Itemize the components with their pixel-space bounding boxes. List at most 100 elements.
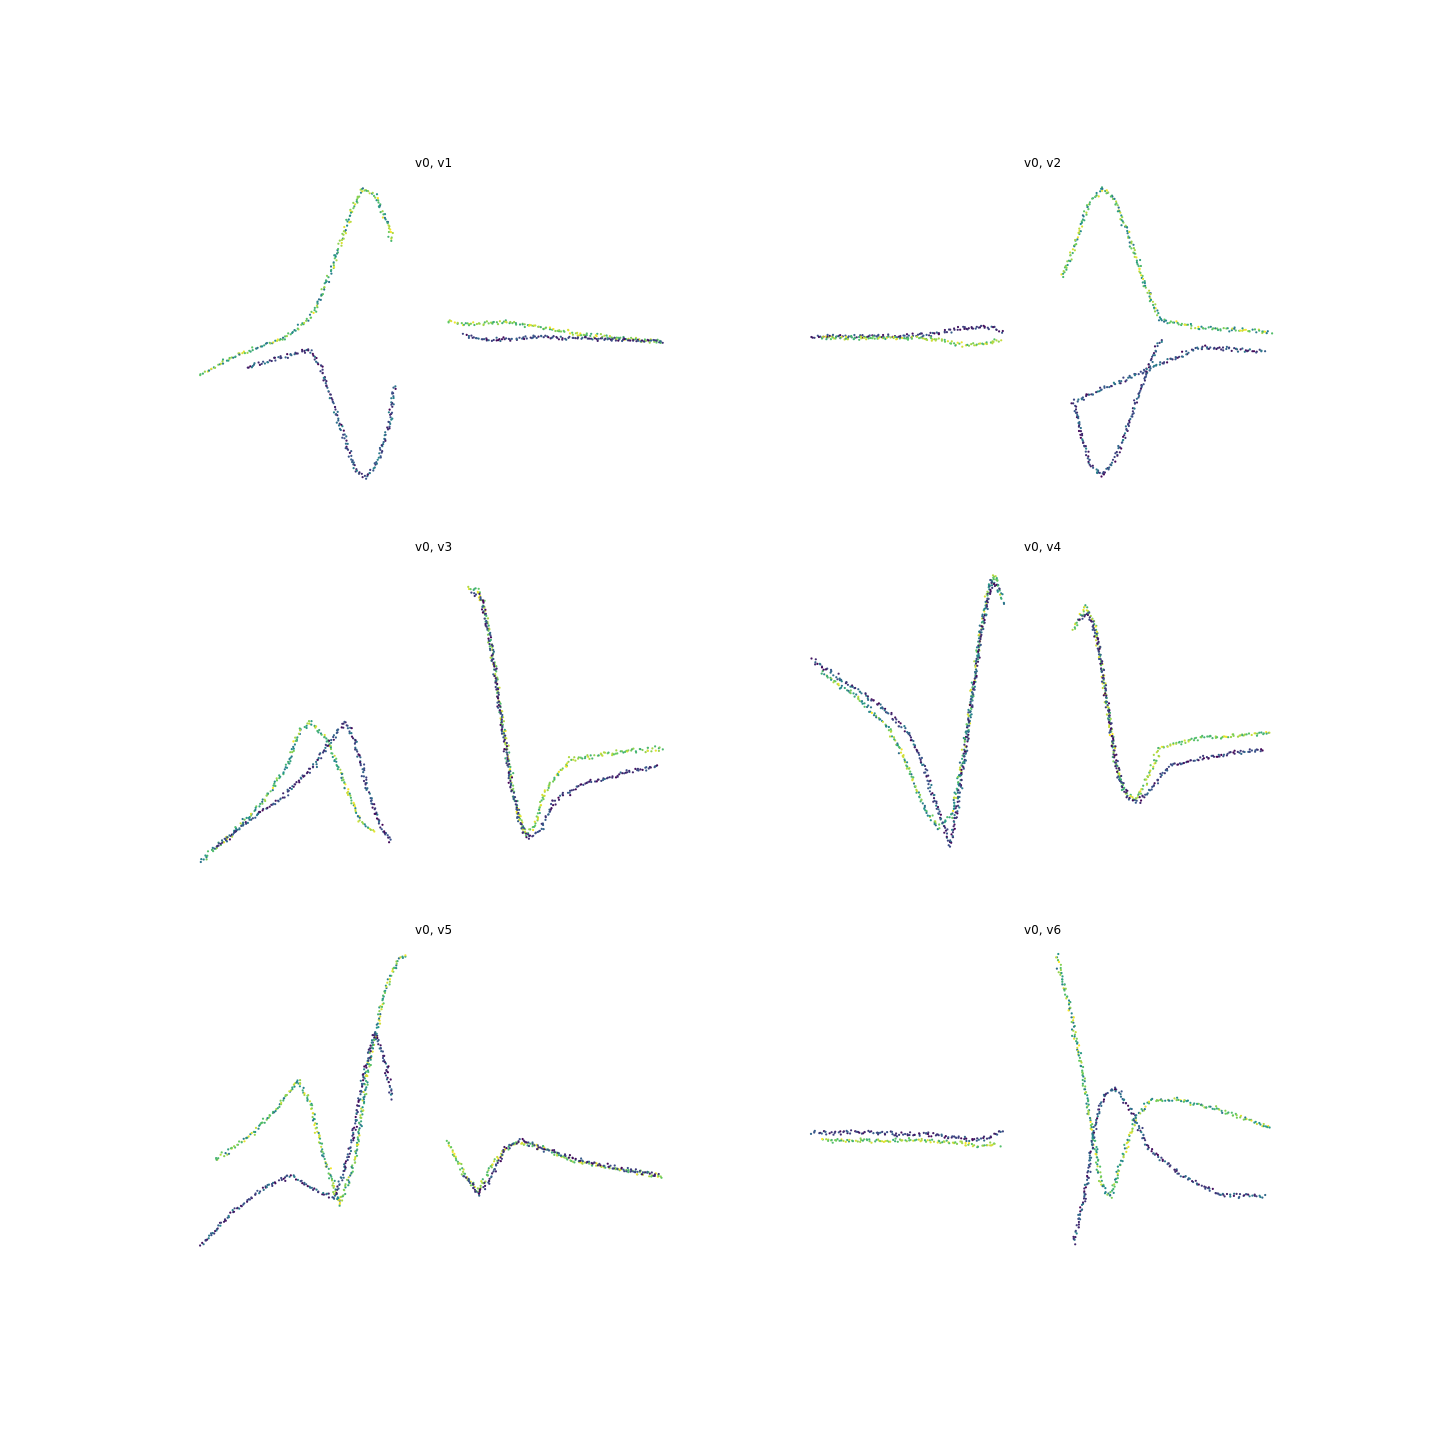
data-point <box>641 1171 645 1174</box>
data-point <box>553 776 556 779</box>
data-point <box>1139 271 1142 274</box>
data-point <box>339 1176 342 1179</box>
data-point <box>387 420 390 423</box>
data-point <box>355 198 358 201</box>
data-point <box>522 831 525 834</box>
data-point <box>648 1172 651 1175</box>
data-point <box>349 1146 352 1149</box>
data-point <box>1213 1108 1216 1111</box>
data-point <box>1117 767 1121 770</box>
data-point <box>347 218 350 221</box>
data-point <box>892 1138 895 1141</box>
data-point <box>1097 640 1100 644</box>
data-point <box>1067 1003 1071 1006</box>
data-point <box>266 361 270 364</box>
data-point <box>557 798 561 801</box>
data-point <box>265 1186 268 1189</box>
data-point <box>474 1190 477 1193</box>
data-point <box>1268 731 1271 734</box>
data-point <box>639 768 642 771</box>
data-point <box>870 1130 873 1133</box>
data-point <box>368 472 371 475</box>
data-point <box>559 335 562 338</box>
data-point <box>1123 432 1127 435</box>
data-point <box>932 1132 935 1135</box>
data-point <box>902 1133 905 1136</box>
data-point <box>1095 194 1098 197</box>
data-point <box>219 1153 222 1156</box>
data-point <box>390 1098 393 1101</box>
data-point <box>1144 793 1147 796</box>
data-point <box>1116 1165 1119 1168</box>
data-point <box>969 698 973 701</box>
data-point <box>962 766 965 769</box>
data-point <box>897 752 901 755</box>
data-point <box>346 793 350 797</box>
data-point <box>358 754 361 757</box>
data-point <box>542 1150 545 1153</box>
data-point <box>210 1234 213 1237</box>
data-point <box>350 802 353 805</box>
data-point <box>217 842 220 845</box>
data-point <box>482 1186 485 1189</box>
data-point <box>1081 441 1085 444</box>
data-point <box>531 1141 534 1144</box>
data-point <box>1146 792 1149 795</box>
data-point <box>539 800 542 804</box>
data-point <box>391 417 394 420</box>
data-point <box>992 340 995 343</box>
data-point <box>907 1137 911 1140</box>
data-point <box>627 1171 630 1174</box>
data-point <box>303 1183 306 1186</box>
data-point <box>980 633 983 637</box>
data-point <box>1001 329 1004 333</box>
data-point <box>1087 1103 1090 1106</box>
data-point <box>975 646 979 649</box>
data-point <box>1220 753 1223 757</box>
data-point <box>1143 281 1146 285</box>
data-point <box>1067 1009 1070 1012</box>
data-point <box>487 1169 490 1172</box>
data-point <box>954 807 957 810</box>
data-point <box>961 1142 964 1145</box>
data-point <box>505 745 509 748</box>
data-point <box>1149 365 1152 368</box>
data-point <box>321 293 324 296</box>
data-point <box>1192 349 1195 352</box>
data-point <box>1149 293 1152 296</box>
data-point <box>1078 1044 1081 1047</box>
data-point <box>527 1141 530 1144</box>
data-point <box>342 433 345 436</box>
data-point <box>1235 1114 1238 1117</box>
data-point <box>527 837 531 840</box>
data-point <box>345 1178 349 1181</box>
data-point <box>929 1141 932 1144</box>
data-point <box>855 1130 858 1133</box>
data-point <box>593 337 597 340</box>
data-point <box>1248 348 1251 351</box>
data-point <box>964 759 967 762</box>
data-point <box>986 607 989 611</box>
data-point <box>298 781 301 784</box>
data-point <box>1077 1220 1080 1224</box>
data-point <box>1233 752 1236 755</box>
data-point <box>890 735 894 738</box>
data-point <box>868 1138 871 1141</box>
data-point <box>967 737 970 740</box>
data-point <box>567 760 570 763</box>
data-point <box>1127 1145 1130 1148</box>
data-point <box>579 332 582 335</box>
data-point <box>473 592 476 595</box>
data-point <box>1123 1143 1126 1146</box>
data-point <box>1105 700 1109 704</box>
data-point <box>1091 1146 1095 1149</box>
data-point <box>1060 971 1063 975</box>
data-point <box>1245 733 1248 736</box>
data-point <box>273 782 276 785</box>
data-point <box>924 338 927 341</box>
data-point <box>363 1068 366 1071</box>
data-point <box>657 1172 660 1176</box>
data-point <box>1130 240 1133 243</box>
data-point <box>301 1089 304 1092</box>
data-point <box>937 808 940 811</box>
